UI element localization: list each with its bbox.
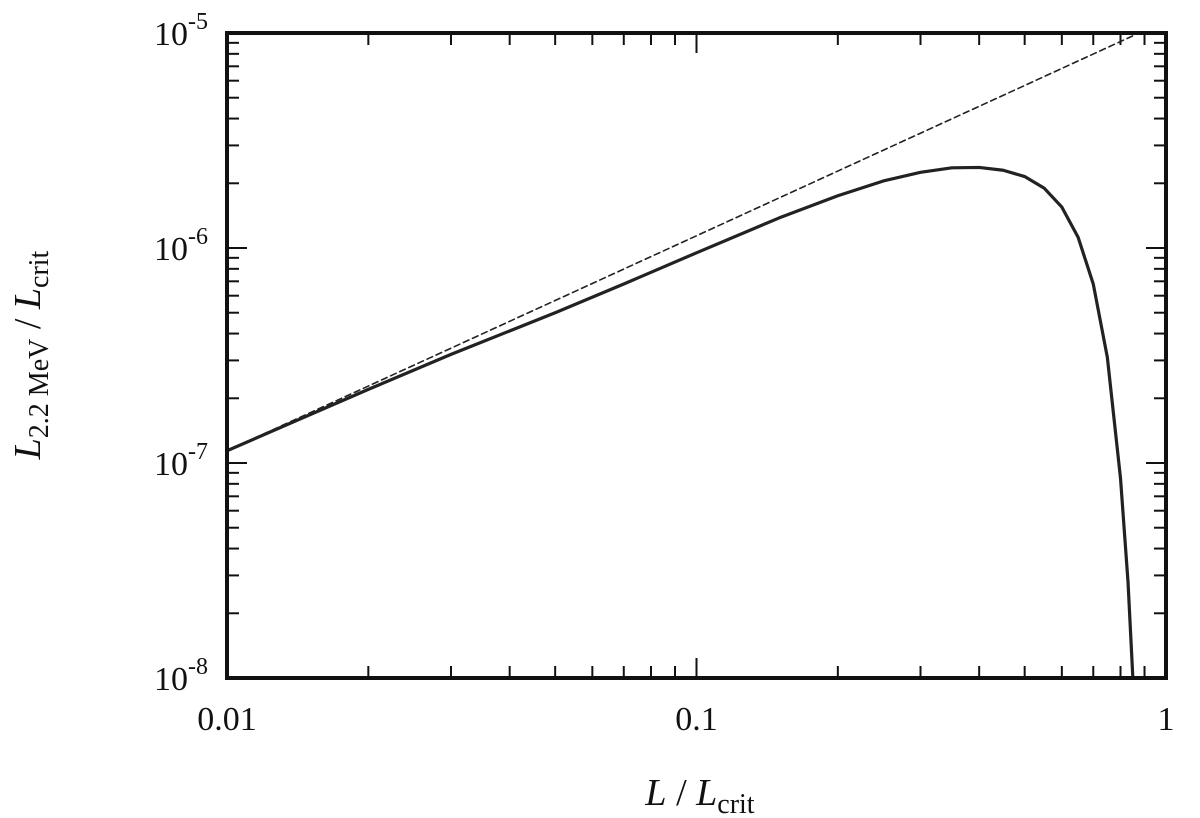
series-line-solid (227, 165, 1135, 678)
x-tick-label: 1 (1158, 701, 1175, 738)
series-group (227, 35, 1135, 678)
y-tick-label: 10-5 (154, 9, 208, 53)
x-tick-label: 0.01 (197, 701, 257, 738)
y-tick-label: 10-6 (154, 224, 208, 268)
plot-frame (225, 31, 1168, 680)
y-tick-label: 10-7 (154, 439, 208, 483)
y-axis-title: L2.2 MeV / Lcrit (7, 250, 55, 460)
axis-ticks (226, 33, 1166, 679)
x-axis-title: L / Lcrit (644, 772, 754, 818)
y-tick-labels: 10-8 10-7 10-6 10-5 (154, 9, 208, 698)
x-tick-labels: 0.01 0.1 1 (197, 701, 1174, 738)
x-tick-label: 0.1 (675, 701, 718, 738)
series-line-dashed (227, 35, 1134, 452)
y-tick-label: 10-8 (154, 654, 208, 698)
